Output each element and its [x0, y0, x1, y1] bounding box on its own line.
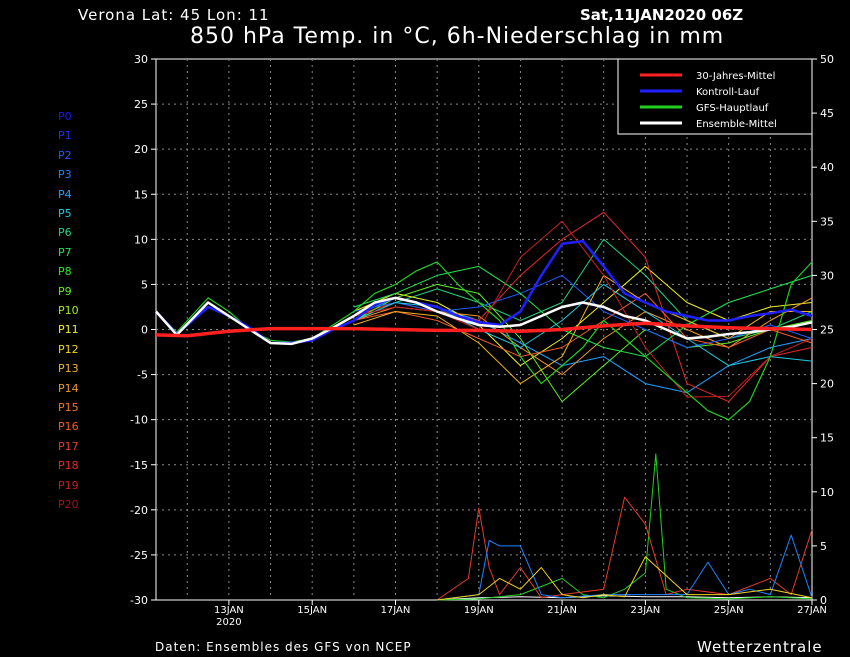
brand-label: Wetterzentrale	[697, 638, 823, 656]
member-label: P9	[58, 284, 72, 298]
y-right-tick-label: 50	[820, 53, 834, 66]
y-left-tick-label: 10	[134, 233, 148, 246]
series-p14	[353, 297, 813, 376]
member-label: P15	[58, 401, 79, 414]
legend-label: Ensemble-Mittel	[696, 119, 777, 130]
x-tick-label: 19JAN	[464, 605, 494, 616]
member-label: P4	[58, 187, 72, 201]
legend-label: GFS-Hauptlauf	[696, 103, 769, 114]
y-left-tick-label: -25	[130, 549, 148, 562]
member-label: P7	[58, 245, 72, 259]
y-left-tick-label: 15	[134, 188, 148, 201]
x-tick-label: 27JAN	[797, 605, 827, 616]
series-niederschlag-gfs-hauptlauf	[437, 453, 813, 601]
y-right-tick-label: 40	[820, 161, 834, 174]
y-right-tick-label: 30	[820, 269, 834, 282]
y-left-tick-label: -5	[137, 369, 148, 382]
y-left-tick-label: -15	[130, 459, 148, 472]
chart-title: 850 hPa Temp. in °C, 6h-Niederschlag in …	[190, 24, 725, 49]
series-p9	[353, 283, 813, 403]
series-p6	[353, 238, 813, 339]
axis-ticks: 302520151050-5-10-15-20-25-3050454035302…	[130, 53, 834, 628]
series-p7	[353, 265, 813, 358]
y-right-tick-label: 15	[820, 432, 834, 445]
series-ensemble-mittel	[155, 296, 813, 346]
member-label: P3	[58, 168, 72, 182]
y-left-tick-label: 25	[134, 98, 148, 111]
member-label: P12	[58, 342, 79, 356]
series-gfs-hauptlauf	[155, 261, 813, 421]
y-right-tick-label: 35	[820, 215, 834, 228]
series-group	[155, 211, 813, 601]
legend-label: 30-Jahres-Mittel	[696, 71, 775, 82]
x-tick-label: 13JAN	[214, 605, 244, 616]
y-left-tick-label: 20	[134, 143, 148, 156]
member-label: P11	[58, 323, 79, 337]
member-label: P13	[58, 362, 79, 376]
data-credit: Daten: Ensembles des GFS von NCEP	[155, 640, 412, 654]
series-p19	[353, 220, 813, 398]
x-tick-sublabel: 2020	[216, 617, 241, 628]
legend: 30-Jahres-Mittel Kontroll-Lauf GFS-Hauptla…	[617, 58, 813, 135]
member-label: P1	[58, 129, 72, 143]
series-niederschlag-p3	[437, 534, 813, 601]
y-right-tick-label: 20	[820, 378, 834, 391]
series-niederschlag-p17	[436, 496, 813, 601]
y-right-tick-label: 0	[820, 594, 827, 607]
member-label: P17	[58, 439, 79, 453]
x-tick-label: 17JAN	[381, 605, 411, 616]
member-label: P2	[58, 148, 72, 162]
y-left-tick-label: 5	[141, 278, 148, 291]
member-label: P20	[58, 498, 79, 511]
member-label: P5	[58, 207, 72, 220]
y-right-tick-label: 45	[820, 107, 834, 120]
series-p4	[353, 297, 813, 394]
y-left-tick-label: -20	[130, 504, 148, 517]
y-right-tick-label: 25	[820, 324, 834, 337]
x-tick-label: 25JAN	[714, 605, 744, 616]
series-p5	[353, 283, 813, 367]
y-left-tick-label: 0	[141, 324, 148, 337]
member-label: P0	[58, 110, 72, 123]
series-niederschlag-p12	[437, 556, 813, 601]
member-label: P6	[58, 226, 72, 240]
y-left-tick-label: -30	[130, 594, 148, 607]
member-label: P16	[58, 420, 79, 434]
y-left-tick-label: 30	[134, 53, 148, 66]
y-right-tick-label: 10	[820, 486, 834, 499]
member-label: P19	[58, 478, 79, 492]
series-p2	[353, 274, 813, 348]
member-label: P18	[58, 459, 79, 473]
series-30-jahres-mittel	[155, 321, 813, 338]
location-label: Verona Lat: 45 Lon: 11	[78, 6, 270, 24]
member-label: P14	[58, 381, 79, 395]
x-tick-label: 15JAN	[297, 605, 327, 616]
legend-label: Kontroll-Lauf	[696, 87, 760, 98]
member-label: P8	[58, 265, 72, 279]
x-tick-label: 21JAN	[547, 605, 577, 616]
y-left-tick-label: -10	[130, 414, 148, 427]
series-p16	[353, 292, 813, 358]
y-right-tick-label: 5	[820, 540, 827, 553]
member-label: P10	[58, 304, 79, 317]
x-tick-label: 23JAN	[630, 605, 660, 616]
run-date: Sat,11JAN2020 06Z	[580, 6, 744, 24]
